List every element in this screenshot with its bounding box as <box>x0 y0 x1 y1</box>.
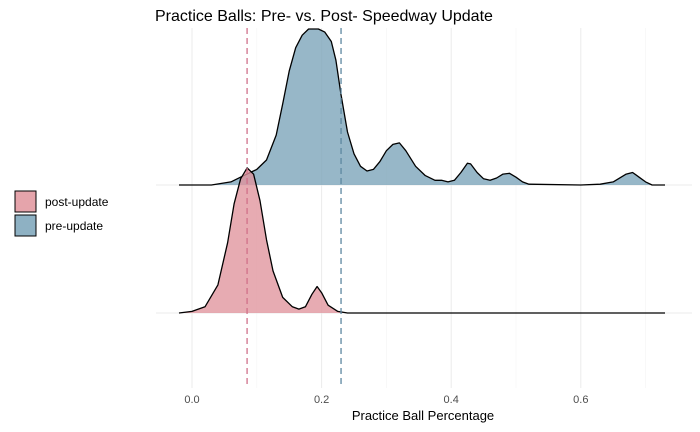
x-tick-label: 0.2 <box>314 394 329 406</box>
density-line-post-update <box>178 167 665 314</box>
x-axis-title: Practice Ball Percentage <box>352 408 494 423</box>
x-tick-label: 0.6 <box>573 394 588 406</box>
density-fill-pre-update <box>179 29 665 185</box>
x-tick-label: 0.0 <box>184 394 199 406</box>
legend-label-pre-update: pre-update <box>45 219 103 233</box>
legend-label-post-update: post-update <box>45 195 109 209</box>
x-tick-label: 0.4 <box>444 394 459 406</box>
legend-key-post-update <box>14 190 37 213</box>
ridges <box>178 28 665 314</box>
legend-key-pre-update <box>14 214 37 237</box>
density-line-pre-update <box>179 28 665 186</box>
density-fill-post-update <box>179 167 665 313</box>
legend: post-update pre-update <box>14 190 109 237</box>
mean-lines <box>246 28 342 388</box>
chart-title: Practice Balls: Pre- vs. Post- Speedway … <box>155 8 493 25</box>
x-axis-ticks: 0.0 0.2 0.4 0.6 <box>184 394 588 406</box>
